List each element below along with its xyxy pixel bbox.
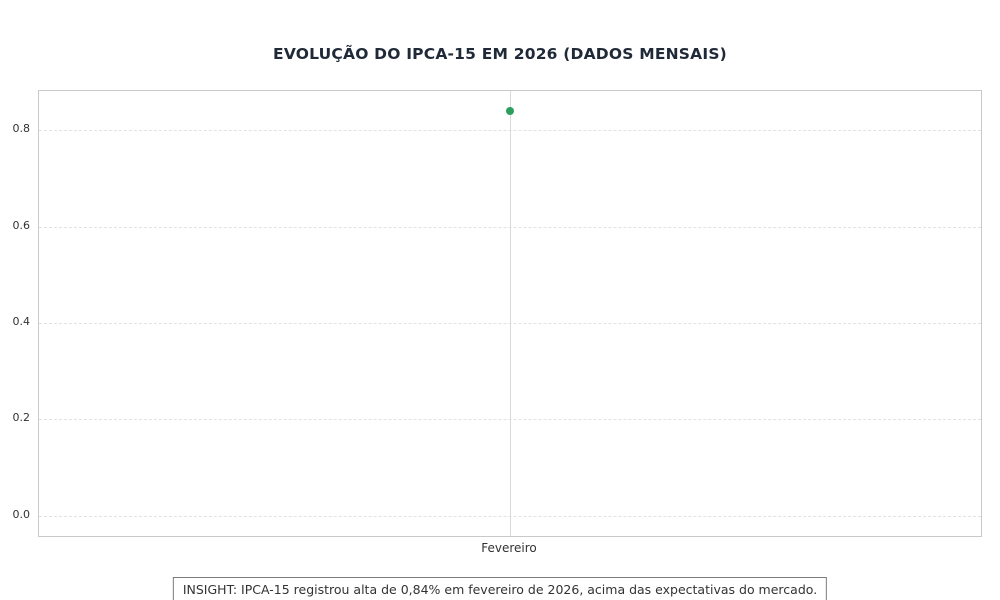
y-tick-label: 0.4	[12, 315, 31, 329]
insight-box: INSIGHT: IPCA-15 registrou alta de 0,84%…	[172, 577, 828, 600]
insight-text: INSIGHT: IPCA-15 registrou alta de 0,84%…	[182, 582, 818, 597]
y-tick-label: 0.0	[12, 507, 31, 521]
y-tick-label: 0.8	[12, 122, 31, 136]
y-tick-label: 0.6	[12, 218, 31, 232]
x-tick-label: Fevereiro	[481, 541, 537, 555]
y-tick-label: 0.2	[12, 411, 31, 425]
data-point	[506, 107, 514, 116]
chart-title: EVOLUÇÃO DO IPCA-15 EM 2026 (DADOS MENSA…	[273, 45, 727, 63]
plot-area	[38, 90, 982, 537]
x-gridline	[510, 91, 511, 536]
